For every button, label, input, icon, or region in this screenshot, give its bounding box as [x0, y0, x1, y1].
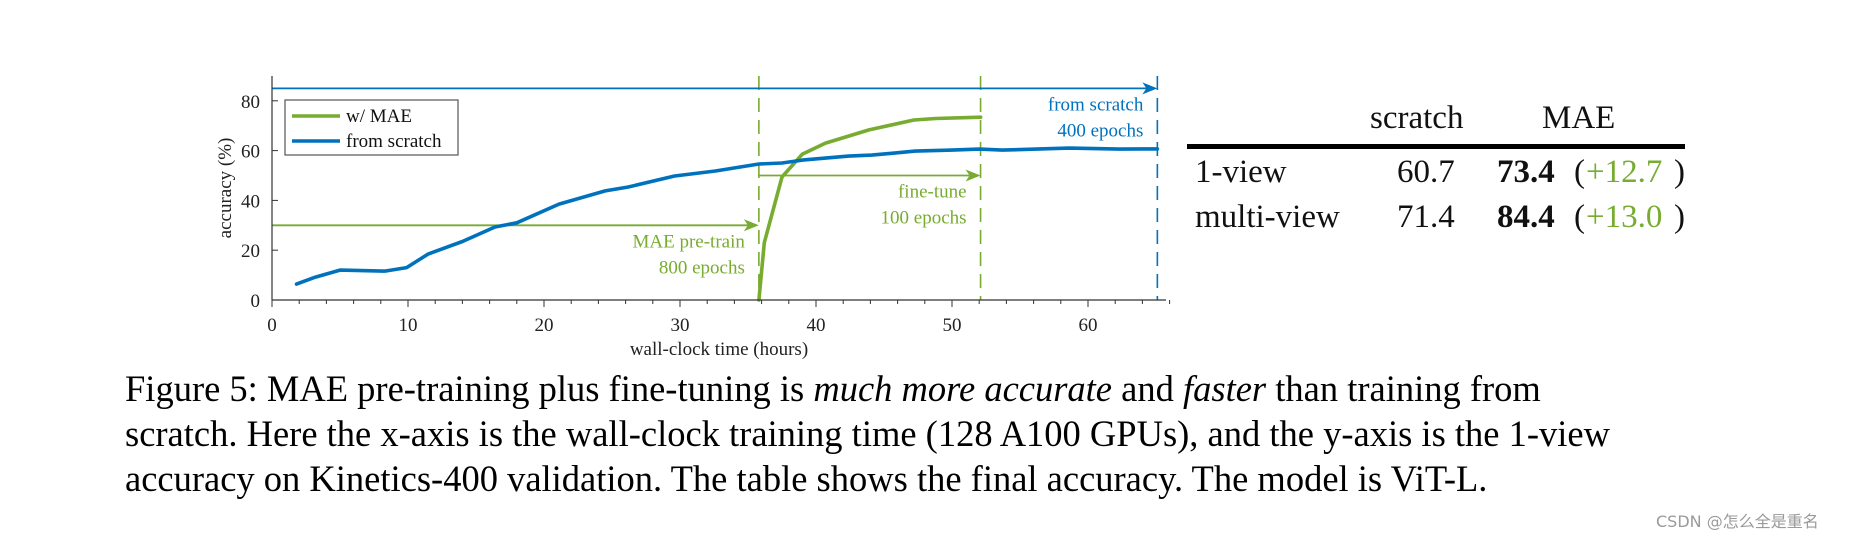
cell-scratch: 60.7 [1397, 154, 1455, 190]
annotation-label: 100 epochs [881, 208, 967, 229]
y-tick-label: 0 [251, 291, 261, 312]
row-label: multi-view [1195, 199, 1340, 235]
x-tick-label: 20 [535, 315, 554, 336]
x-tick-label: 60 [1079, 315, 1098, 336]
chart-axes: 0 20 40 60 80 0 10 20 30 40 50 60 wall-clock time (h… [215, 76, 1171, 360]
chart-annotations: MAE pre-train 800 epochs fine-tune 100 epoc… [272, 76, 1159, 300]
y-tick-label: 40 [241, 191, 260, 212]
series-line [294, 146, 1160, 286]
legend-box [284, 99, 459, 156]
cell-mae: 84.4 [1497, 199, 1555, 235]
arrow-head-icon [965, 169, 981, 182]
table-row: multi-view 71.4 84.4 ( +13.0 ) [1187, 194, 1685, 239]
x-tick-label: 30 [671, 315, 690, 336]
cell-gain-close: ) [1674, 199, 1685, 235]
y-tick-label: 80 [241, 92, 260, 113]
cell-scratch: 71.4 [1397, 199, 1455, 235]
legend-label: from scratch [346, 131, 442, 152]
cell-mae: 73.4 [1497, 154, 1555, 190]
arrow-head-icon [743, 219, 759, 232]
results-table: scratch MAE 1-view 60.7 73.4 ( +12.7 ) m… [1187, 98, 1685, 239]
cell-gain: +13.0 [1586, 199, 1663, 235]
chart-series [294, 115, 1160, 302]
x-tick-label: 0 [267, 315, 277, 336]
col-header-scratch: scratch [1370, 100, 1464, 136]
cell-gain: +12.7 [1586, 154, 1663, 190]
annotation-label: 800 epochs [659, 257, 745, 278]
x-axis-title: wall-clock time (hours) [630, 339, 808, 360]
col-header-mae: MAE [1542, 100, 1616, 136]
annotation-label: MAE pre-train [632, 231, 745, 252]
caption-line-3: accuracy on Kinetics-400 validation. The… [125, 458, 1488, 499]
y-tick-label: 20 [241, 241, 260, 262]
annotation-label: from scratch [1048, 94, 1144, 115]
y-axis-title: accuracy (%) [215, 138, 236, 239]
caption-line-1: Figure 5: MAE pre-training plus fine-tun… [125, 368, 1541, 409]
annotation-label: 400 epochs [1057, 120, 1143, 141]
x-tick-label: 10 [399, 315, 418, 336]
legend-label: w/ MAE [346, 106, 412, 127]
annotation-label: fine-tune [898, 182, 967, 203]
table-header: scratch MAE [1187, 98, 1685, 144]
table-row: 1-view 60.7 73.4 ( +12.7 ) [1187, 149, 1685, 194]
series-line [757, 115, 983, 302]
accuracy-vs-time-chart: MAE pre-train 800 epochs fine-tune 100 epoc… [215, 76, 1171, 360]
row-label: 1-view [1195, 154, 1287, 190]
figure-caption: Figure 5: MAE pre-training plus fine-tun… [125, 366, 1765, 501]
cell-gain-close: ) [1674, 154, 1685, 190]
caption-line-2: scratch. Here the x-axis is the wall-clo… [125, 413, 1610, 454]
watermark: CSDN @怎么全是重名 [1656, 512, 1819, 531]
table-rule [1187, 144, 1685, 149]
x-tick-label: 40 [807, 315, 826, 336]
arrow-head-icon [1142, 82, 1158, 95]
cell-gain-open: ( [1574, 199, 1585, 235]
y-tick-label: 60 [241, 142, 260, 163]
chart-legend: w/ MAE from scratch [284, 99, 459, 156]
cell-gain-open: ( [1574, 154, 1585, 190]
x-tick-label: 50 [943, 315, 962, 336]
